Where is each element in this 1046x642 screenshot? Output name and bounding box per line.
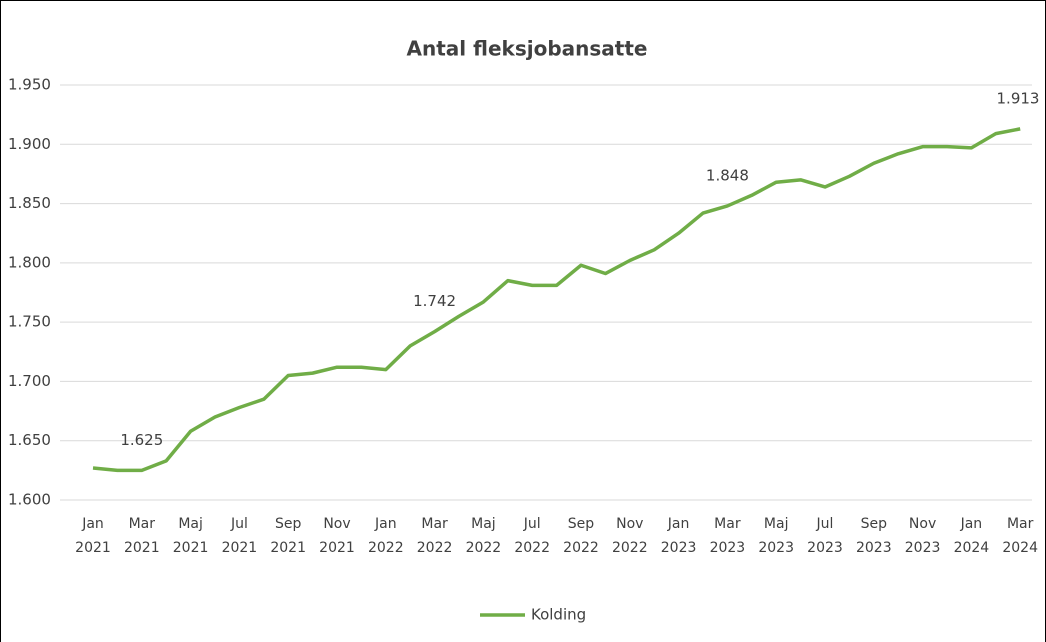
x-tick-label: Jul 2022 (514, 516, 550, 556)
y-tick-label: 1.750 (8, 313, 51, 331)
y-tick-label: 1.800 (8, 253, 51, 271)
y-tick-label: 1.600 (8, 491, 51, 509)
y-tick-label: 1.950 (8, 76, 51, 94)
x-tick-label: Jul 2023 (807, 516, 843, 556)
x-tick-label: Maj 2021 (172, 516, 209, 556)
y-tick-label: 1.700 (8, 372, 51, 390)
x-tick-label: Nov 2021 (319, 516, 355, 556)
data-label: 1.848 (706, 166, 749, 184)
x-tick-label: Jan 2024 (953, 516, 990, 556)
x-tick-label: Mar 2021 (123, 516, 160, 556)
x-tick-label: Mar 2022 (416, 516, 453, 556)
y-tick-label: 1.850 (8, 194, 51, 212)
x-tick-label: Jan 2021 (75, 516, 111, 556)
legend-label: Kolding (531, 606, 586, 624)
data-label: 1.625 (120, 431, 163, 449)
x-tick-label: Nov 2022 (611, 516, 648, 556)
data-line (92, 127, 1021, 473)
x-tick-label: Maj 2022 (465, 516, 502, 556)
y-tick-label: 1.650 (8, 431, 51, 449)
x-tick-label: Mar 2023 (709, 516, 746, 556)
x-tick-label: Jan 2022 (367, 516, 404, 556)
x-tick-label: Sep 2021 (270, 516, 306, 556)
chart-title: Antal fleksjobansatte (407, 37, 648, 61)
y-tick-label: 1.900 (8, 135, 51, 153)
x-tick-label: Jan 2023 (660, 516, 697, 556)
x-tick-label: Mar 2024 (1002, 516, 1038, 556)
x-tick-label: Jul 2021 (221, 516, 258, 556)
x-tick-label: Sep 2022 (563, 516, 599, 556)
data-label: 1.913 (997, 89, 1040, 107)
x-tick-label: Maj 2023 (758, 516, 794, 556)
x-tick-label: Sep 2023 (855, 516, 892, 556)
data-label: 1.742 (413, 292, 456, 310)
x-tick-label: Nov 2023 (904, 516, 941, 556)
